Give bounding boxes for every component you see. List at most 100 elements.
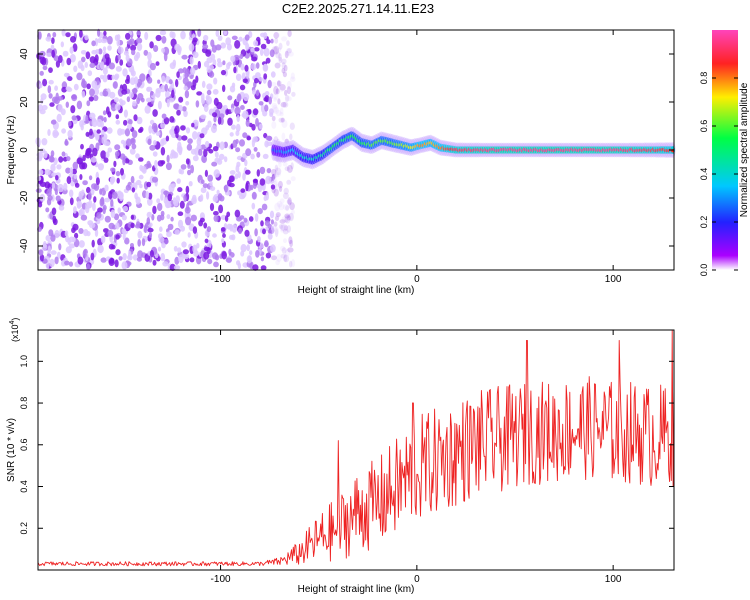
noise-blob: [87, 70, 93, 77]
noise-blob: [192, 226, 198, 234]
noise-blob: [270, 244, 276, 253]
noise-blob: [81, 56, 86, 63]
noise-blob: [160, 193, 164, 201]
noise-blob: [127, 123, 133, 130]
noise-blob: [153, 45, 159, 52]
noise-blob: [215, 44, 222, 51]
noise-blob: [271, 82, 277, 87]
noise-blob: [148, 192, 153, 200]
noise-blob: [128, 250, 132, 260]
noise-blob: [264, 91, 270, 97]
noise-blob: [181, 241, 187, 248]
noise-blob: [273, 188, 279, 197]
noise-blob: [288, 212, 294, 222]
noise-blob: [267, 233, 273, 240]
noise-blob: [137, 250, 144, 259]
noise-blob: [66, 176, 72, 185]
colorbar-label: Normalized spectral amplitude: [739, 82, 750, 217]
noise-blob: [165, 90, 170, 99]
noise-blob: [80, 214, 88, 221]
colorbar-tick-label: 0.8: [699, 72, 709, 85]
noise-blob: [78, 240, 85, 248]
noise-blob: [205, 125, 210, 131]
noise-blob: [277, 98, 281, 105]
noise-blob: [260, 104, 265, 113]
noise-blob: [136, 116, 143, 125]
noise-blob: [87, 220, 94, 226]
noise-blob: [139, 183, 143, 189]
noise-blob: [223, 29, 228, 36]
noise-blob: [242, 78, 248, 84]
noise-blob: [246, 136, 252, 141]
noise-blob: [108, 62, 115, 70]
noise-blob: [130, 243, 134, 248]
noise-blob: [279, 85, 284, 92]
noise-blob: [238, 227, 243, 235]
noise-blob: [278, 117, 284, 123]
noise-blob: [152, 205, 157, 215]
noise-blob: [265, 252, 272, 259]
noise-blob: [250, 63, 257, 71]
noise-blob: [275, 155, 280, 163]
snr-panel: -100 0 100 0.2 0.4 0.6 0.8 1.0 Height of strai…: [6, 318, 675, 595]
noise-blob: [271, 103, 278, 109]
noise-blob: [138, 174, 144, 180]
noise-blob: [178, 96, 184, 103]
noise-blob: [177, 211, 184, 216]
noise-blob: [280, 227, 285, 233]
noise-blob: [190, 148, 197, 155]
noise-blob: [272, 223, 277, 230]
noise-blob: [109, 91, 116, 99]
noise-blob: [289, 239, 293, 248]
snr-frame: [37, 329, 675, 571]
noise-blob: [115, 222, 120, 230]
noise-blob: [283, 187, 289, 195]
noise-blob: [245, 169, 251, 175]
noise-blob: [276, 138, 280, 147]
noise-blob: [178, 254, 184, 263]
noise-blob: [38, 249, 44, 256]
noise-blob: [271, 121, 277, 129]
noise-blob: [224, 184, 228, 193]
noise-blob: [62, 50, 69, 57]
noise-blob: [46, 198, 52, 206]
noise-blob: [284, 89, 288, 96]
noise-blob: [131, 143, 137, 150]
noise-blob: [273, 97, 277, 102]
noise-blob: [186, 202, 190, 212]
noise-blob: [286, 96, 292, 102]
noise-blob: [165, 135, 170, 142]
y-tick-label: -40: [19, 238, 30, 253]
noise-blob: [117, 46, 124, 54]
noise-blob: [37, 151, 44, 160]
noise-blob: [45, 207, 50, 213]
noise-blob: [279, 185, 283, 192]
noise-blob: [126, 74, 130, 82]
noise-blob: [136, 37, 143, 44]
noise-blob: [102, 67, 108, 75]
noise-blob: [52, 215, 57, 224]
noise-blob: [111, 74, 115, 80]
noise-blob: [283, 64, 288, 72]
noise-blob: [255, 250, 260, 258]
noise-blob: [229, 170, 236, 175]
noise-blob: [48, 79, 54, 85]
colorbar-ticks: 0.0 0.2 0.4 0.6 0.8: [699, 72, 738, 276]
noise-blob: [284, 138, 289, 144]
noise-blob: [166, 154, 170, 163]
noise-blob: [102, 90, 109, 97]
noise-blob: [270, 38, 274, 44]
noise-blob: [255, 62, 260, 69]
noise-blob: [197, 28, 202, 37]
noise-blob: [168, 79, 173, 85]
noise-blob: [260, 265, 267, 271]
snr-x-axis: -100 0 100: [211, 330, 622, 585]
noise-blob: [290, 162, 294, 170]
noise-blob: [54, 229, 60, 239]
noise-blob: [130, 44, 137, 52]
noise-blob: [234, 106, 241, 115]
noise-blob: [278, 202, 285, 211]
noise-blob: [274, 215, 280, 221]
noise-blob: [208, 149, 214, 154]
noise-blob: [239, 139, 245, 147]
